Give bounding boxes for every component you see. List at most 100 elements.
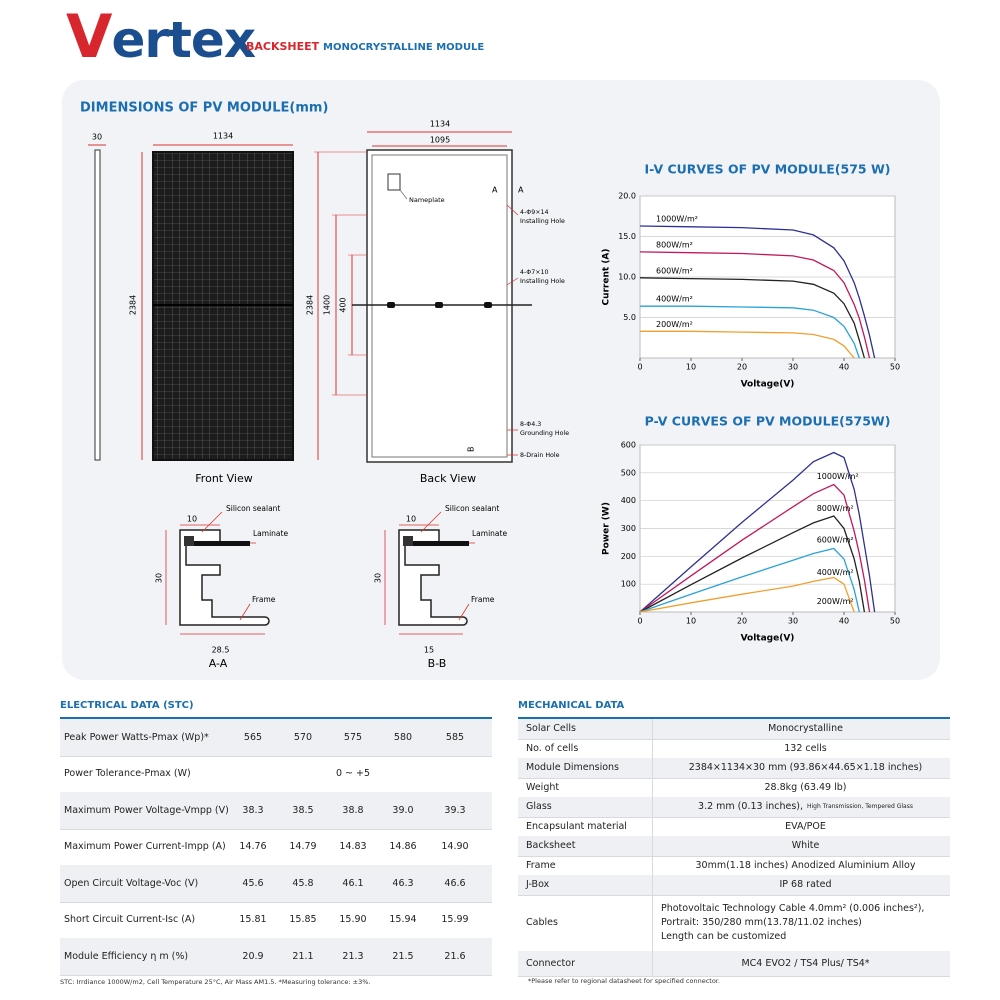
row-label: Weight bbox=[526, 781, 560, 793]
junction-box bbox=[435, 302, 443, 308]
label: 4-Φ9×14 bbox=[520, 209, 549, 216]
footnote: *Please refer to regional datasheet for … bbox=[528, 977, 720, 985]
table-row: Open Circuit Voltage-Voc (V) 45.6 45.8 46.1… bbox=[60, 865, 492, 903]
cell-value: 30mm(1.18 inches) Anodized Aluminium All… bbox=[661, 856, 950, 876]
divider bbox=[652, 875, 653, 895]
table-row: Backsheet White bbox=[518, 836, 950, 857]
connector bbox=[484, 302, 492, 308]
cell-value: 21.6 bbox=[444, 950, 466, 962]
curve bbox=[639, 515, 866, 613]
row-label: Connector bbox=[526, 957, 575, 969]
row-label: Backsheet bbox=[526, 840, 576, 852]
divider bbox=[652, 797, 653, 817]
cell-text: White bbox=[791, 840, 820, 852]
cell-text: 2384×1134×30 mm (93.86×44.65×1.18 inches… bbox=[688, 762, 923, 774]
caption: B-B bbox=[428, 657, 447, 670]
curve bbox=[640, 305, 860, 359]
side-profile bbox=[94, 149, 101, 461]
table-row: Maximum Power Current-Impp (A) 14.76 14.79… bbox=[60, 829, 492, 866]
row-label: Glass bbox=[526, 801, 552, 813]
cell-value: 28.8kg (63.49 lb) bbox=[661, 778, 950, 798]
cell-value: 15.99 bbox=[441, 914, 469, 926]
divider bbox=[652, 836, 653, 856]
cell-value: 15.81 bbox=[239, 914, 267, 926]
row-label: Cables bbox=[526, 917, 558, 928]
chart-title: I-V CURVES OF PV MODULE(575 W) bbox=[645, 162, 891, 177]
label: Frame bbox=[252, 595, 276, 604]
caption: Front View bbox=[195, 472, 252, 485]
cell-value: 565 bbox=[243, 731, 263, 743]
row-label: Module Dimensions bbox=[526, 762, 620, 774]
label: Silicon sealant bbox=[445, 504, 499, 513]
dim-label: 28.5 bbox=[212, 646, 230, 655]
cell-value: 21.1 bbox=[292, 950, 314, 962]
cell-value: 3.2 mm (0.13 inches), High Transmission, … bbox=[661, 797, 950, 817]
cell-value: 46.6 bbox=[444, 877, 466, 889]
row-label: No. of cells bbox=[526, 742, 579, 754]
label: Laminate bbox=[253, 529, 288, 538]
table-row: Frame 30mm(1.18 inches) Anodized Aluminiu… bbox=[518, 855, 950, 876]
y-axis-title: Power (W) bbox=[602, 502, 612, 555]
dim-label: 30 bbox=[374, 573, 383, 583]
leader bbox=[420, 511, 475, 621]
x-tick-label: 20 bbox=[737, 617, 747, 626]
x-tick-label: 20 bbox=[737, 363, 747, 372]
rule bbox=[518, 717, 950, 719]
cell-value: 15.85 bbox=[289, 914, 317, 926]
series-label: 800W/m² bbox=[817, 504, 854, 513]
drawings: DIMENSIONS OF PV MODULE(mm) 30 1134 2384… bbox=[62, 80, 940, 680]
y-tick-label: 5.0 bbox=[623, 313, 636, 322]
laminate bbox=[188, 541, 250, 546]
back-inner bbox=[371, 154, 508, 458]
cell-value: 585 bbox=[445, 731, 465, 743]
cell-value: 39.0 bbox=[392, 804, 414, 816]
series-label: 200W/m² bbox=[656, 320, 693, 329]
cell-line: Photovoltaic Technology Cable 4.0mm² (0.… bbox=[661, 903, 925, 914]
x-tick-label: 10 bbox=[686, 363, 696, 372]
cell-value: 14.90 bbox=[441, 841, 469, 853]
cell-value: 575 bbox=[343, 731, 363, 743]
cell-text: 132 cells bbox=[784, 742, 827, 754]
subtitle: BACKSHEET MONOCRYSTALLINE MODULE bbox=[246, 40, 484, 53]
x-tick-label: 40 bbox=[839, 617, 849, 626]
dim-label: 30 bbox=[92, 133, 102, 142]
x-tick-label: 50 bbox=[890, 617, 900, 626]
cell-value: 580 bbox=[393, 731, 413, 743]
row-label: Short Circuit Current-Isc (A) bbox=[64, 914, 196, 926]
table-title: ELECTRICAL DATA (STC) bbox=[60, 700, 194, 711]
table-row: Module Efficiency η m (%) 20.9 21.1 21.3 21.… bbox=[60, 938, 492, 976]
curve bbox=[639, 251, 871, 359]
dim-label: 10 bbox=[406, 515, 416, 524]
row-label: Frame bbox=[526, 859, 556, 871]
y-axis-title: Current (A) bbox=[602, 248, 612, 305]
divider bbox=[652, 816, 653, 836]
label: Installing Hole bbox=[520, 278, 565, 285]
table-row: Solar Cells Monocrystalline bbox=[518, 719, 950, 740]
cell-text: 30mm(1.18 inches) Anodized Aluminium All… bbox=[695, 859, 916, 871]
cell-value: IP 68 rated bbox=[661, 875, 950, 895]
cell-value: 14.76 bbox=[239, 841, 267, 853]
cell-value: 15.94 bbox=[389, 914, 417, 926]
nameplate bbox=[387, 173, 401, 191]
frame-profile bbox=[398, 529, 468, 626]
dim-label: 1134 bbox=[430, 120, 450, 129]
label: Frame bbox=[471, 595, 495, 604]
cell-value: 38.3 bbox=[242, 804, 264, 816]
footnote: STC: Irrdiance 1000W/m2, Cell Temperatur… bbox=[60, 978, 371, 986]
cell-value: 14.83 bbox=[339, 841, 367, 853]
divider bbox=[652, 719, 653, 739]
row-label: Power Tolerance-Pmax (W) bbox=[64, 768, 191, 780]
dim-label: 400 bbox=[339, 297, 348, 312]
cell-value: MC4 EVO2 / TS4 Plus/ TS4* bbox=[661, 951, 950, 976]
table-row: Connector MC4 EVO2 / TS4 Plus/ TS4* bbox=[518, 950, 950, 977]
dim-label: 10 bbox=[187, 515, 197, 524]
x-axis-title: Voltage(V) bbox=[741, 634, 795, 644]
hole-labels: 4-Φ9×14 Installing Hole 4-Φ7×10 Installi… bbox=[520, 209, 569, 459]
cell-value: 46.1 bbox=[342, 877, 364, 889]
dim-label: 1400 bbox=[323, 295, 332, 315]
y-tick-label: 200 bbox=[621, 552, 636, 561]
y-tick-label: 10.0 bbox=[618, 273, 636, 282]
x-tick-label: 0 bbox=[637, 363, 642, 372]
cell-line: Portrait: 350/280 mm(13.78/11.02 inches) bbox=[661, 917, 862, 928]
